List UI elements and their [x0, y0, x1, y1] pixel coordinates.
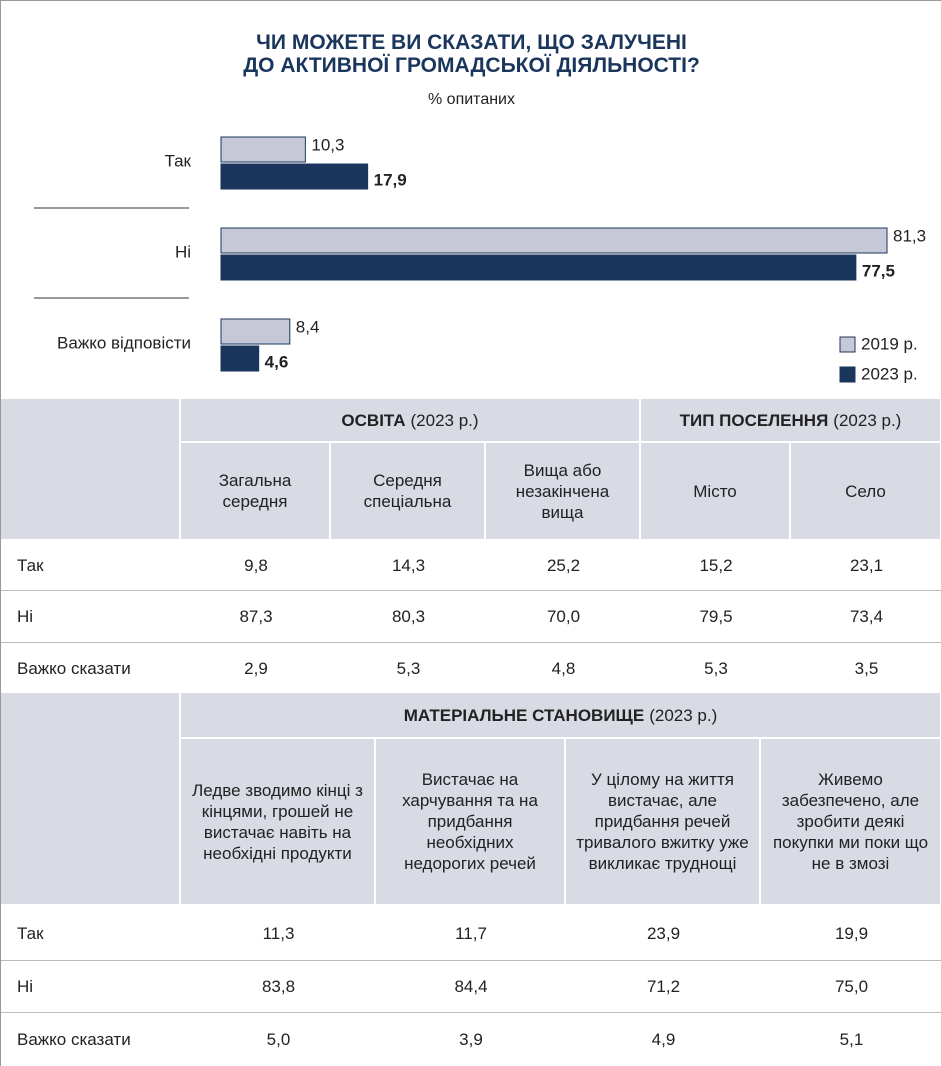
legend-label: 2023 р. [861, 364, 918, 383]
legend-swatch [839, 336, 856, 353]
table-cell: 73,4 [791, 591, 941, 643]
table-cell: 70,0 [486, 591, 641, 643]
table-cell: 11,7 [376, 906, 566, 961]
table-cell: 11,3 [181, 906, 376, 961]
row-label: Так [1, 541, 181, 591]
column-header: Село [791, 443, 941, 541]
table-cell: 19,9 [761, 906, 941, 961]
value-label: 8,4 [296, 317, 320, 336]
table-cell: 23,9 [566, 906, 761, 961]
value-label: 81,3 [893, 226, 926, 245]
value-label: 4,6 [265, 352, 289, 371]
group-name: МАТЕРІАЛЬНЕ СТАНОВИЩЕ [403, 705, 645, 725]
table-cell: 84,4 [376, 961, 566, 1013]
bar [220, 318, 291, 345]
category-label: Ні [175, 242, 191, 261]
bar [220, 254, 857, 281]
table-cell: 14,3 [331, 541, 486, 591]
column-header: Ледве зводимо кінці з кінцями, грошей не… [181, 739, 376, 906]
bar [220, 163, 369, 190]
table-cell: 75,0 [761, 961, 941, 1013]
group-name: ТИП ПОСЕЛЕННЯ [679, 410, 829, 430]
group-header: ТИП ПОСЕЛЕННЯ (2023 р.) [641, 399, 941, 443]
table-cell: 71,2 [566, 961, 761, 1013]
table-cell: 3,9 [376, 1013, 566, 1066]
table-cell: 4,8 [486, 643, 641, 695]
category-label: Так [164, 151, 191, 170]
table-cell: 25,2 [486, 541, 641, 591]
legend-swatch [839, 366, 856, 383]
table-cell: 15,2 [641, 541, 791, 591]
table-cell: 3,5 [791, 643, 941, 695]
column-header: Вища або незакінчена вища [486, 443, 641, 541]
chart-subtitle: % опитаних [428, 91, 515, 108]
group-name: ОСВІТА [341, 410, 406, 430]
column-header: Вистачає на харчування та на придбання н… [376, 739, 566, 906]
table-cell: 23,1 [791, 541, 941, 591]
table-cell: 80,3 [331, 591, 486, 643]
bar [220, 136, 306, 163]
chart: Так 10,3 17,9 Ні 81,3 77,5 Важко відповісти 8,4… [34, 135, 926, 383]
row-label: Ні [1, 961, 181, 1013]
table-cell: 79,5 [641, 591, 791, 643]
group-note: (2023 р.) [649, 705, 718, 725]
table-cell: 5,3 [331, 643, 486, 695]
value-label: 77,5 [862, 261, 895, 280]
group-header: ОСВІТА (2023 р.) [181, 399, 641, 443]
row-label: Так [1, 906, 181, 961]
table-cell: 83,8 [181, 961, 376, 1013]
bar [220, 227, 888, 254]
column-header: Місто [641, 443, 791, 541]
column-header: У цілому на життя вистачає, але придбанн… [566, 739, 761, 906]
table-cell: 5,1 [761, 1013, 941, 1066]
group-header: МАТЕРІАЛЬНЕ СТАНОВИЩЕ (2023 р.) [181, 693, 941, 739]
title-line: ЧИ МОЖЕТЕ ВИ СКАЗАТИ, ЩО ЗАЛУЧЕНІ [256, 31, 687, 54]
table-cell: 2,9 [181, 643, 331, 695]
header-corner [1, 399, 181, 541]
value-label: 17,9 [374, 170, 407, 189]
value-label: 10,3 [311, 135, 344, 154]
legend-label: 2019 р. [861, 334, 918, 353]
column-header: Середня спеціальна [331, 443, 486, 541]
title-line: ДО АКТИВНОЇ ГРОМАДСЬКОЇ ДІЯЛЬНОСТІ? [243, 54, 700, 77]
table-cell: 5,3 [641, 643, 791, 695]
row-label: Важко сказати [1, 643, 181, 695]
bar [220, 345, 260, 372]
column-header: Загальна середня [181, 443, 331, 541]
header-corner [1, 693, 181, 906]
table-cell: 5,0 [181, 1013, 376, 1066]
group-note: (2023 р.) [410, 410, 479, 430]
chart-title: ЧИ МОЖЕТЕ ВИ СКАЗАТИ, ЩО ЗАЛУЧЕНІ ДО АКТ… [1, 31, 941, 77]
category-label: Важко відповісти [57, 333, 191, 352]
table-cell: 87,3 [181, 591, 331, 643]
table-cell: 4,9 [566, 1013, 761, 1066]
row-label: Важко сказати [1, 1013, 181, 1066]
group-note: (2023 р.) [833, 410, 902, 430]
row-label: Ні [1, 591, 181, 643]
table-cell: 9,8 [181, 541, 331, 591]
column-header: Живемо забезпечено, але зробити деякі по… [761, 739, 941, 906]
